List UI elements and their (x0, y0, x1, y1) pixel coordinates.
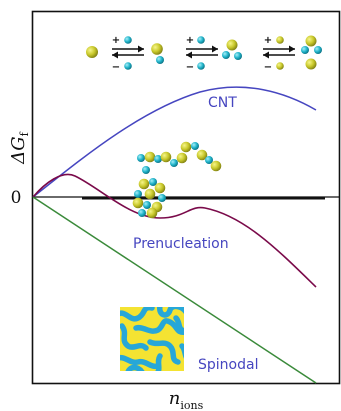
gold-ion (151, 43, 163, 55)
gold-ion (86, 46, 98, 58)
ion-cluster-2 (222, 39, 242, 60)
cyan-ion (158, 194, 166, 202)
cyan-ion (142, 166, 150, 174)
cyan-ion (191, 142, 199, 150)
y-axis-label: ΔGf (8, 131, 31, 164)
gold-ion (180, 141, 192, 153)
spinodal-label: Spinodal (198, 357, 258, 373)
plus-sign: + (264, 35, 272, 46)
chain-cluster (137, 141, 222, 174)
equilibrium-arrows-1: + − (112, 35, 144, 73)
cyan-ion (138, 209, 146, 217)
cnt-curve (32, 86, 317, 198)
equilibrium-arrows-3: + − (263, 35, 295, 73)
gold-ion (132, 197, 144, 209)
prenucleation-curve (32, 173, 317, 288)
cyan-ion (314, 46, 322, 54)
cyan-ion (137, 154, 145, 162)
x-axis-label-main: n (169, 388, 181, 409)
y-axis-label-sub: f (18, 131, 31, 136)
plus-sign: + (186, 35, 194, 46)
cyan-ion (197, 36, 205, 44)
cyan-ion (134, 190, 142, 198)
ion-cluster-3 (301, 35, 322, 70)
spinodal-curve (32, 196, 317, 384)
gold-ion (154, 182, 166, 194)
cyan-ion (154, 155, 162, 163)
equilibrium-arrows-2: + − (186, 35, 218, 73)
y-axis-label-main: ΔG (8, 136, 29, 164)
gold-ion (196, 149, 208, 161)
cnt-label: CNT (208, 95, 237, 111)
cyan-ion (124, 62, 132, 70)
cyan-ion (222, 51, 230, 59)
cyan-ion (234, 52, 242, 60)
cyan-ion (197, 62, 205, 70)
prenucleation-label: Prenucleation (133, 236, 229, 252)
cyan-ion (124, 36, 132, 44)
cyan-ion (156, 56, 164, 64)
minus-sign: − (186, 62, 194, 73)
cyan-ion (170, 159, 178, 167)
gold-ion (138, 178, 150, 190)
cyan-ion (301, 46, 309, 54)
cyan-ion (205, 156, 213, 164)
zero-tick-label: 0 (11, 188, 22, 208)
gold-ion (176, 152, 188, 164)
reaction-scheme: + − + − + (86, 35, 322, 73)
gold-ion (160, 151, 172, 163)
cyan-ion (149, 178, 157, 186)
gold-ion (226, 39, 238, 51)
gold-ion (276, 36, 284, 44)
minus-sign: − (112, 62, 120, 73)
cyan-ion (143, 201, 151, 209)
spinodal-pattern (120, 307, 184, 371)
x-axis-label: nions (169, 388, 204, 411)
gold-ion (305, 58, 317, 70)
x-axis-label-sub: ions (180, 399, 203, 411)
gold-ion (144, 188, 156, 200)
minus-sign: − (264, 62, 272, 73)
ion-pair-1 (151, 43, 164, 64)
gold-ion (305, 35, 317, 47)
gold-ion (276, 62, 284, 70)
plus-sign: + (112, 35, 120, 46)
compact-cluster (132, 178, 166, 219)
gold-ion (210, 160, 222, 172)
gold-ion (144, 151, 156, 163)
plot-frame (31, 10, 341, 385)
gold-ion (146, 207, 158, 219)
